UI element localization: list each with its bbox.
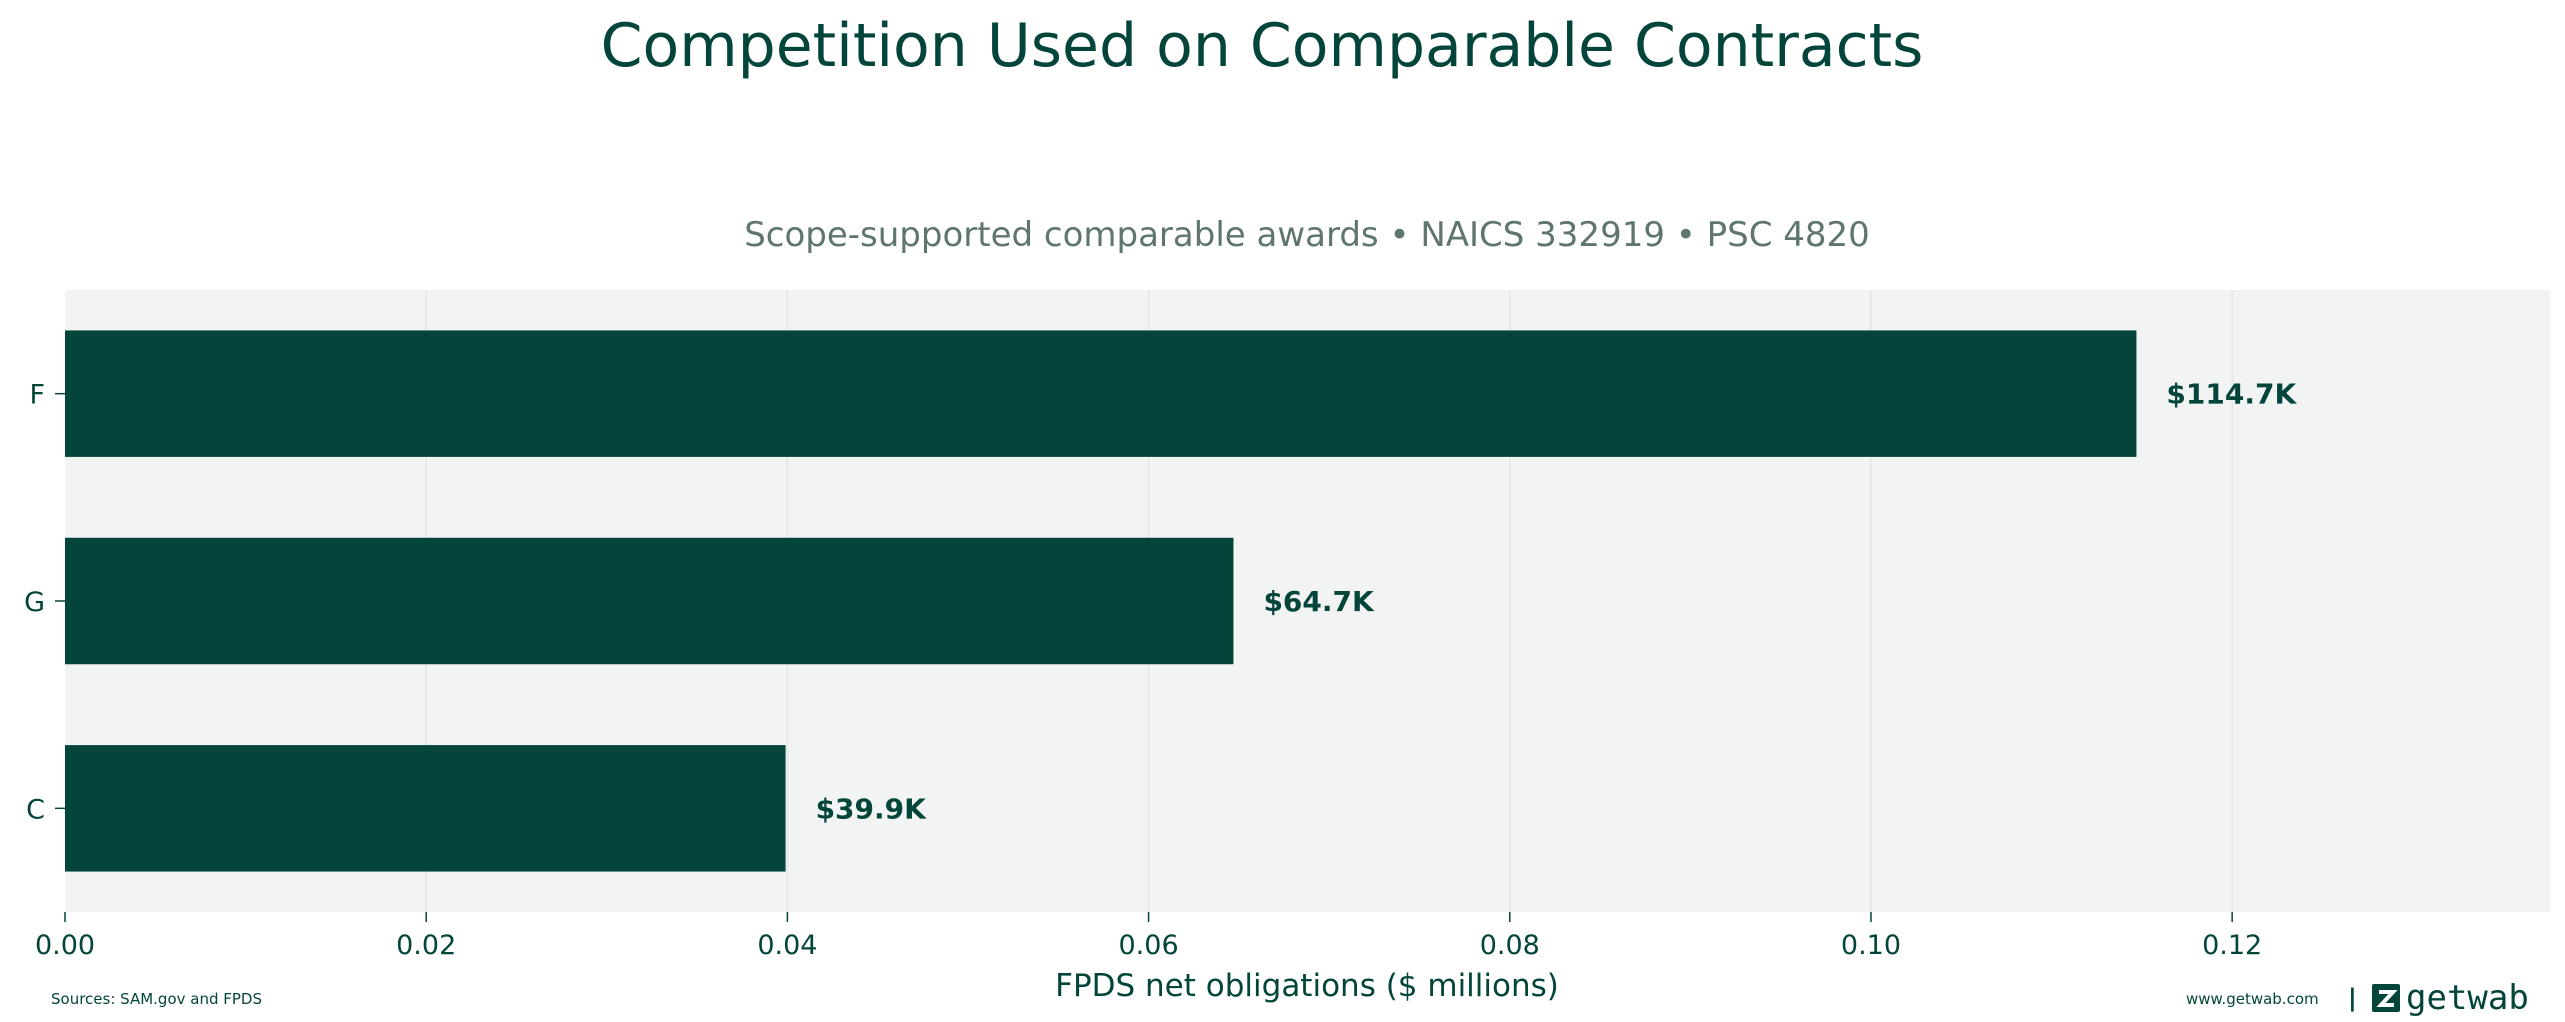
- bars: $114.7K $64.7K $39.9K: [65, 330, 2297, 872]
- x-axis-label: FPDS net obligations ($ millions): [1055, 968, 1559, 1004]
- x-tick-label: 0.10: [1841, 930, 1901, 961]
- chart-title: Competition Used on Comparable Contracts: [601, 11, 1924, 81]
- category-label: C: [26, 794, 45, 825]
- getwab-logo-icon: [2372, 984, 2400, 1012]
- bar-G: [65, 537, 1234, 665]
- category-label: F: [29, 380, 45, 411]
- y-axis: F G C: [24, 380, 65, 825]
- brand-name: getwab: [2406, 978, 2529, 1018]
- x-tick-label: 0.06: [1119, 930, 1179, 961]
- website-link[interactable]: www.getwab.com: [2186, 990, 2319, 1008]
- data-label: $64.7K: [1263, 585, 1375, 618]
- chart-subtitle: Scope-supported comparable awards • NAIC…: [744, 215, 1870, 255]
- x-tick-label: 0.08: [1480, 930, 1540, 961]
- x-tick-label: 0.02: [396, 930, 456, 961]
- data-label: $114.7K: [2166, 378, 2297, 411]
- data-label: $39.9K: [816, 792, 928, 825]
- x-tick-label: 0.12: [2202, 930, 2262, 961]
- x-tick-label: 0.00: [35, 930, 95, 961]
- bar-C: [65, 745, 786, 872]
- x-axis: 0.00 0.02 0.04 0.06 0.08 0.10 0.12: [35, 912, 2262, 961]
- category-label: G: [24, 587, 45, 618]
- footer-separator: |: [2348, 984, 2357, 1012]
- x-tick-label: 0.04: [757, 930, 817, 961]
- bar-F: [65, 330, 2137, 457]
- sources-note: Sources: SAM.gov and FPDS: [51, 990, 262, 1008]
